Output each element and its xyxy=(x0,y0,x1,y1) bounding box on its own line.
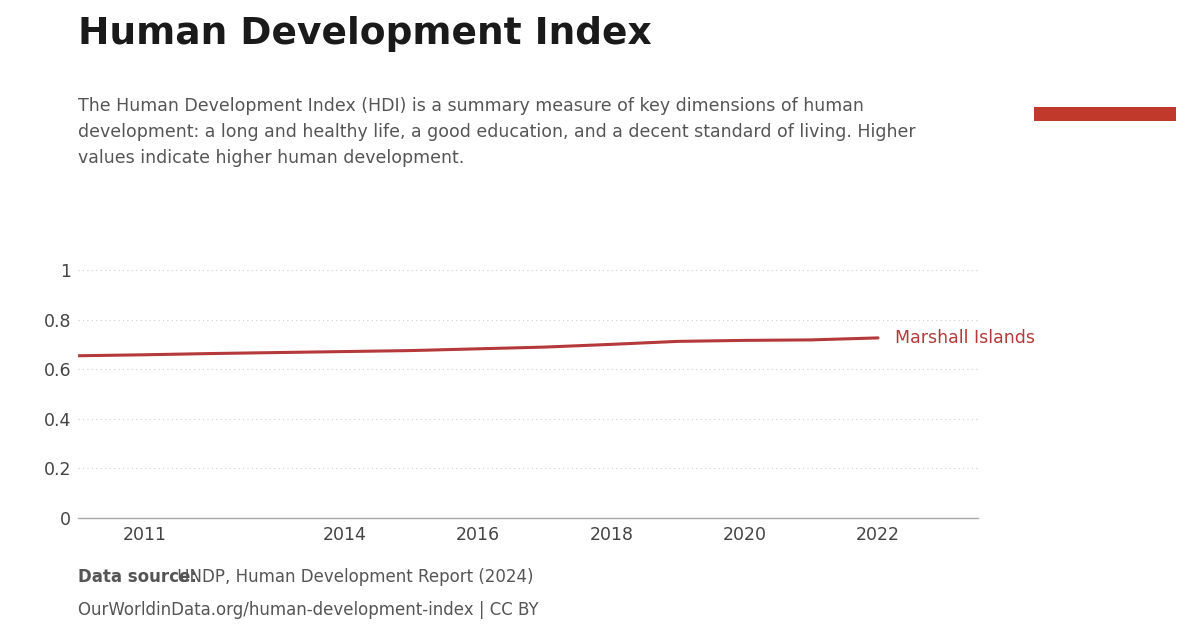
Bar xyxy=(1034,107,1176,121)
Text: Marshall Islands: Marshall Islands xyxy=(895,329,1034,347)
Text: OurWorldinData.org/human-development-index | CC BY: OurWorldinData.org/human-development-ind… xyxy=(78,601,539,619)
Text: Human Development Index: Human Development Index xyxy=(78,16,652,51)
Text: The Human Development Index (HDI) is a summary measure of key dimensions of huma: The Human Development Index (HDI) is a s… xyxy=(78,97,916,167)
Text: Data source:: Data source: xyxy=(78,568,197,587)
Text: Our World
in Data: Our World in Data xyxy=(1056,36,1154,78)
Text: UNDP, Human Development Report (2024): UNDP, Human Development Report (2024) xyxy=(172,568,533,587)
